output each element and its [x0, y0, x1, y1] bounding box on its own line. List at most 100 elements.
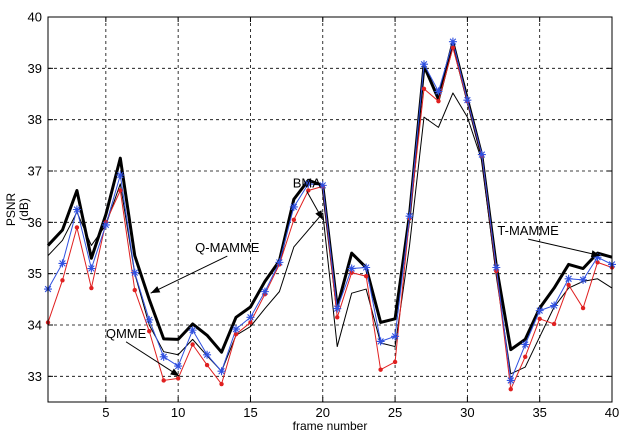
y-tick-label: 39: [28, 61, 42, 76]
data-point-star: [333, 304, 342, 313]
y-tick-label: 40: [28, 10, 42, 25]
data-point-star: [116, 171, 125, 180]
x-tick-label: 10: [171, 405, 185, 420]
data-point-star: [550, 301, 559, 310]
data-point-dot: [508, 386, 513, 392]
annotation-label: BMA: [293, 175, 322, 190]
series-lines: [46, 41, 613, 390]
annotation-label: QMME: [106, 326, 147, 341]
y-tick-label: 37: [28, 164, 42, 179]
data-point-dot: [60, 278, 65, 283]
series-line-1: [46, 41, 613, 354]
data-point-star: [289, 202, 298, 211]
data-point-star: [58, 259, 67, 268]
series-line-2: [47, 92, 613, 375]
x-tick-label: 35: [532, 405, 546, 420]
data-point-star: [72, 205, 81, 214]
annotation-arrow-line: [528, 238, 601, 257]
data-point-star: [535, 306, 544, 315]
y-axis-unit-label: (dB): [17, 198, 31, 221]
y-tick-label: 34: [28, 318, 42, 333]
annotations: BMA Q-MAMME QMME T-MAMME: [106, 175, 601, 377]
annotation-arrow-line: [125, 341, 180, 377]
data-point-star: [405, 212, 414, 221]
data-point-dot: [248, 320, 253, 325]
data-point-dot: [233, 332, 239, 337]
data-point-star: [188, 326, 197, 335]
series-line-3: [47, 47, 613, 390]
data-point-dot: [147, 328, 152, 334]
data-point-dot: [74, 225, 80, 230]
x-axis-label: frame number: [293, 419, 368, 432]
x-tick-label: 40: [605, 405, 619, 420]
data-point-star: [304, 179, 313, 188]
data-point-star: [260, 287, 269, 296]
data-point-star: [174, 362, 183, 371]
y-axis-label: PSNR: [4, 192, 18, 226]
data-point-dot: [349, 270, 354, 275]
series-markers: [44, 37, 616, 392]
data-point-star: [579, 275, 588, 284]
data-point-dot: [161, 378, 166, 383]
data-point-dot: [392, 359, 398, 365]
annotation-arrowhead: [150, 286, 161, 294]
data-point-dot: [378, 367, 383, 372]
x-tick-label: 25: [388, 405, 402, 420]
data-point-dot: [595, 260, 600, 265]
annotation-arrow-line: [150, 255, 228, 294]
data-point-dot: [450, 45, 456, 50]
data-point-dot: [523, 354, 528, 360]
data-point-star: [420, 60, 428, 69]
annotation-arrowhead: [590, 250, 601, 258]
data-point-dot: [335, 315, 340, 320]
annotation-label: Q-MAMME: [195, 240, 260, 255]
data-point-dot: [118, 188, 123, 193]
data-point-star: [217, 367, 226, 376]
data-point-star: [101, 220, 110, 229]
data-point-dot: [204, 362, 210, 368]
data-point-star: [130, 268, 139, 277]
data-point-star: [492, 263, 501, 272]
data-point-star: [376, 337, 385, 346]
data-point-star: [347, 264, 356, 273]
y-tick-label: 38: [28, 112, 42, 127]
x-tick-label: 5: [102, 405, 109, 420]
x-tick-label: 30: [460, 405, 474, 420]
axis-ticks: 5 10 15 20 25 30 35 40 33 34 35 36 37 38 39 40: [28, 10, 619, 421]
data-point-star: [521, 340, 530, 349]
data-point-star: [593, 253, 602, 262]
data-point-dot: [436, 98, 441, 104]
data-point-star: [362, 263, 371, 272]
plot-frame: [47, 16, 613, 403]
y-tick-label: 33: [28, 369, 42, 384]
data-point-star: [463, 96, 472, 105]
data-point-dot: [566, 282, 571, 288]
data-point-dot: [89, 285, 94, 291]
x-tick-label: 20: [316, 405, 330, 420]
data-point-dot: [175, 376, 181, 381]
data-point-dot: [421, 86, 427, 92]
data-point-star: [203, 350, 212, 359]
data-point-star: [434, 87, 443, 96]
annotation-arrowhead: [315, 210, 323, 220]
data-point-star: [391, 332, 400, 341]
data-point-dot: [291, 217, 297, 222]
data-point-dot: [551, 321, 557, 327]
annotation-arrowhead: [170, 368, 180, 377]
series-line-4: [47, 41, 613, 381]
data-point-dot: [363, 274, 369, 279]
data-point-star: [275, 258, 284, 267]
data-point-star: [246, 313, 255, 322]
x-tick-label: 15: [243, 405, 257, 420]
y-tick-label: 36: [28, 215, 42, 230]
data-point-dot: [537, 316, 542, 322]
data-point-star: [477, 150, 486, 159]
data-point-star: [145, 315, 154, 324]
data-point-star: [506, 376, 515, 385]
data-point-star: [232, 325, 240, 334]
annotation-label: T-MAMME: [497, 223, 559, 238]
y-tick-label: 35: [28, 266, 42, 281]
data-point-star: [564, 274, 573, 283]
data-point-star: [87, 264, 96, 273]
data-point-dot: [219, 381, 224, 387]
